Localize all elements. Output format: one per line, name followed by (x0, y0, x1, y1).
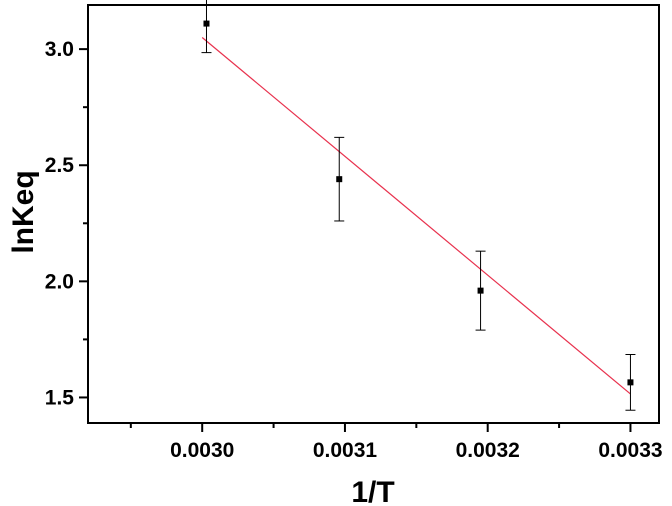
data-point-marker (477, 287, 484, 294)
x-axis-tick-labels: 0.0030 0.0031 0.0032 0.0033 (170, 439, 662, 462)
plot-frame (87, 4, 660, 424)
data-point-group (475, 250, 486, 331)
y-axis-title: lnKeq (7, 170, 40, 253)
y-tick-label: 1.5 (45, 386, 75, 409)
y-axis-ticks (79, 48, 88, 399)
data-point-marker (336, 176, 343, 183)
x-axis-title: 1/T (351, 476, 394, 506)
y-tick-label: 3.0 (45, 38, 74, 61)
fit-line-layer (201, 37, 631, 395)
data-point-group (625, 353, 636, 411)
x-tick-label: 0.0031 (313, 439, 378, 462)
data-point-group (201, 0, 212, 54)
x-tick-label: 0.0032 (456, 439, 520, 462)
x-tick-label: 0.0030 (170, 439, 234, 462)
data-point-marker (203, 20, 210, 27)
x-tick-label: 0.0033 (598, 439, 662, 462)
y-tick-label: 2.0 (45, 270, 74, 293)
x-axis-ticks (129, 423, 632, 432)
data-points-layer (201, 0, 636, 411)
data-point-group (334, 136, 345, 222)
y-tick-label: 2.5 (45, 154, 75, 177)
data-point-marker (627, 379, 634, 386)
linear-fit-line (201, 37, 631, 395)
y-axis-tick-labels: 1.5 2.0 2.5 3.0 (45, 38, 75, 409)
